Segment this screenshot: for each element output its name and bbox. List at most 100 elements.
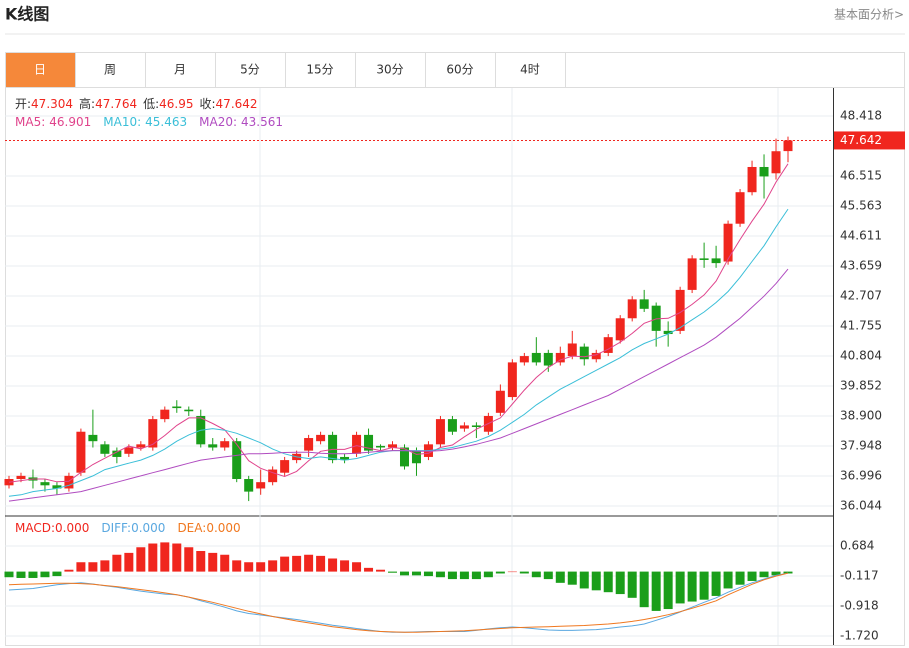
- ma-name: MA10:: [103, 115, 141, 129]
- ma-readout: MA5: 46.901 MA10: 45.463 MA20: 43.561: [15, 115, 283, 129]
- quote-key: 高:: [79, 96, 95, 111]
- tab[interactable]: [75, 52, 146, 88]
- y-tick-label: 40.804: [840, 348, 882, 362]
- macd-bar: [411, 571, 421, 576]
- macd-bar: [52, 571, 62, 577]
- macd-bar: [340, 560, 350, 572]
- candle-body: [136, 444, 146, 448]
- tab-label[interactable]: 日: [34, 63, 46, 77]
- last-price-box: [834, 131, 905, 150]
- candle-body: [52, 485, 62, 489]
- y-tick-label: 0.684: [840, 538, 874, 552]
- quote-value: 47.304: [31, 97, 73, 111]
- tab-label[interactable]: 15分: [306, 63, 333, 77]
- macd-bar: [471, 571, 481, 580]
- candle-body: [759, 166, 769, 177]
- candle-body: [160, 409, 170, 420]
- fundamental-link[interactable]: 基本面分析>: [834, 8, 904, 22]
- macd-bar: [136, 547, 146, 572]
- macd-bar: [64, 569, 74, 572]
- macd-bar: [232, 560, 242, 572]
- candle-body: [256, 482, 266, 489]
- ma-value: 43.561: [241, 115, 283, 129]
- macd-bar: [783, 571, 793, 574]
- candle-body: [771, 151, 781, 174]
- macd-bar: [399, 571, 409, 576]
- macd-bar: [483, 571, 493, 578]
- macd-bar: [555, 571, 565, 583]
- y-tick-label: -0.117: [840, 568, 879, 582]
- macd-bar: [759, 571, 769, 578]
- macd-bar: [124, 552, 134, 572]
- macd-bar: [100, 560, 110, 572]
- candle-body: [64, 475, 74, 489]
- tab[interactable]: [5, 52, 76, 88]
- candle-body: [627, 299, 637, 319]
- macd-bar: [711, 571, 721, 596]
- tab-label[interactable]: 周: [104, 63, 116, 77]
- candle-body: [376, 445, 386, 448]
- candle-body: [76, 431, 86, 473]
- y-tick-label: 48.418: [840, 108, 882, 122]
- candle-body: [364, 434, 374, 451]
- tab[interactable]: [285, 52, 356, 88]
- macd-bar: [723, 571, 733, 589]
- quote-key: 开:: [15, 97, 31, 111]
- macd-bar: [459, 571, 469, 580]
- candle-body: [399, 447, 409, 467]
- tab[interactable]: [495, 52, 566, 88]
- candle-body: [220, 441, 230, 448]
- macd-bar: [28, 571, 38, 578]
- macd-bar: [651, 571, 661, 611]
- tab-label[interactable]: 4时: [520, 63, 540, 77]
- candle-body: [100, 444, 110, 454]
- candle-body: [328, 434, 338, 461]
- macd-bar: [495, 571, 505, 574]
- tab-label[interactable]: 30分: [376, 63, 403, 77]
- macd-bar: [76, 562, 86, 572]
- macd-bar: [388, 571, 398, 573]
- candle-body: [495, 390, 505, 413]
- macd-bar: [663, 571, 673, 610]
- macd-bar: [675, 571, 685, 604]
- macd-bar: [531, 571, 541, 578]
- candle-body: [615, 318, 625, 341]
- candle-body: [232, 441, 242, 480]
- macd-bar: [735, 571, 745, 585]
- candle-body: [651, 305, 661, 331]
- macd-bar: [591, 571, 601, 591]
- macd-name: MACD:: [15, 521, 55, 535]
- candle-body: [747, 166, 757, 193]
- macd-bar: [543, 571, 553, 580]
- macd-bar: [208, 552, 218, 572]
- quote-readout: 开:47.304 高:47.764 低:46.95 收:47.642: [15, 96, 258, 111]
- y-tick-label: 38.900: [840, 408, 882, 422]
- candle-body: [88, 434, 98, 442]
- macd-bar: [423, 571, 433, 577]
- y-tick-label: 46.515: [840, 168, 882, 182]
- candle-body: [172, 406, 182, 409]
- macd-bar: [292, 555, 302, 572]
- macd-readout: MACD:0.000 DIFF:0.000 DEA:0.000: [15, 521, 241, 535]
- candle-body: [735, 192, 745, 224]
- macd-bar: [16, 571, 26, 578]
- tab-label[interactable]: 5分: [240, 63, 260, 77]
- macd-bar: [615, 571, 625, 595]
- quote-key: 低:: [143, 97, 159, 111]
- candle-body: [699, 258, 709, 260]
- macd-bar: [747, 571, 757, 581]
- candle-body: [471, 425, 481, 428]
- candle-body: [124, 447, 134, 454]
- macd-bar: [579, 571, 589, 589]
- macd-bar: [40, 571, 50, 578]
- candle-body: [316, 434, 326, 442]
- macd-bar: [364, 567, 374, 572]
- tab-label[interactable]: 60分: [446, 63, 473, 77]
- tab-label[interactable]: 月: [174, 63, 186, 77]
- y-tick-label: 42.707: [840, 288, 882, 302]
- ma-value: 45.463: [145, 115, 187, 129]
- tab[interactable]: [145, 52, 216, 88]
- candle-body: [411, 450, 421, 464]
- title: K线图: [5, 5, 49, 24]
- y-tick-label: -0.918: [840, 598, 879, 612]
